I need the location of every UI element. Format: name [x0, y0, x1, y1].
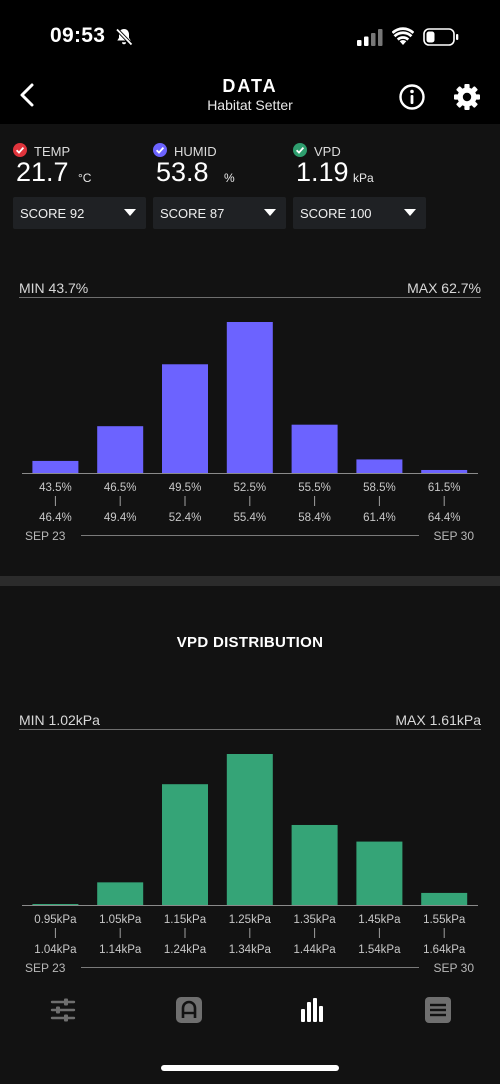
humid-bin-high-label-4: 58.4%	[298, 512, 331, 524]
temp-value: 21.7	[16, 157, 69, 187]
chevron-down-icon	[264, 209, 276, 216]
humid-bar-5	[356, 459, 403, 473]
sliders-icon[interactable]	[49, 996, 77, 1024]
status-time: 09:53	[50, 24, 106, 47]
vpd-chart-title: VPD DISTRIBUTION	[176, 634, 324, 651]
humid-bin-high-label-5: 61.4%	[363, 512, 396, 524]
vpd-bin-low-label-3: 1.25kPa	[229, 914, 272, 926]
humid-check-icon	[153, 143, 167, 157]
settings-gear-icon[interactable]	[453, 83, 481, 111]
vpd-bar-1	[97, 882, 144, 905]
home-indicator	[161, 1065, 339, 1071]
temp-score-text: SCORE 92	[20, 206, 85, 221]
vpd-score-dropdown[interactable]: SCORE 100	[293, 197, 426, 229]
humid-max-label: MAX 62.7%	[407, 280, 481, 296]
vpd-unit: kPa	[353, 171, 374, 185]
vpd-bin-low-label-1: 1.05kPa	[99, 914, 142, 926]
humid-score-text: SCORE 87	[160, 206, 225, 221]
temp-label: TEMP	[34, 144, 71, 159]
list-icon[interactable]	[424, 996, 452, 1024]
vpd-bin-high-label-2: 1.24kPa	[164, 944, 207, 956]
nav-header	[0, 62, 500, 124]
vpd-date-line	[81, 967, 419, 968]
cellular-signal-icon	[357, 29, 383, 46]
vpd-bin-high-label-6: 1.64kPa	[423, 944, 466, 956]
humid-bin-low-label-6: 61.5%	[428, 482, 461, 494]
humid-date-end: SEP 30	[433, 529, 474, 543]
vpd-date-start: SEP 23	[25, 961, 66, 975]
humid-range-line	[19, 297, 481, 298]
temp-unit: °C	[78, 171, 92, 185]
vpd-bar-0	[32, 904, 79, 905]
humid-bin-high-label-1: 49.4%	[104, 512, 137, 524]
bar-chart-icon[interactable]	[299, 996, 327, 1024]
back-chevron-icon[interactable]	[14, 80, 42, 110]
humid-label: HUMID	[174, 144, 217, 159]
humid-bin-high-label-6: 64.4%	[428, 512, 461, 524]
humid-chart-svg: 43.5% 46.4% 46.5% 49.4% 49.5% 52.4% 52.5% 55.4%…	[22, 322, 478, 524]
humidity-histogram: 43.5% 46.4% 46.5% 49.4% 49.5% 52.4% 52.5% 55.4%…	[0, 300, 500, 545]
vpd-bin-low-label-6: 1.55kPa	[423, 914, 466, 926]
habitat-icon[interactable]	[175, 996, 203, 1024]
chevron-down-icon	[404, 209, 416, 216]
vpd-bin-high-label-5: 1.54kPa	[358, 944, 401, 956]
page-title: DATA	[222, 76, 278, 96]
humid-bin-high-label-2: 52.4%	[169, 512, 202, 524]
humid-bin-low-label-4: 55.5%	[298, 482, 331, 494]
vpd-bar-4	[291, 824, 338, 905]
vpd-score-text: SCORE 100	[300, 206, 372, 221]
chevron-down-icon	[124, 209, 136, 216]
humid-bin-low-label-1: 46.5%	[104, 482, 137, 494]
vpd-bin-high-label-0: 1.04kPa	[34, 944, 77, 956]
humid-bin-low-label-3: 52.5%	[233, 482, 266, 494]
info-icon[interactable]	[398, 83, 426, 111]
humid-unit: %	[224, 171, 235, 185]
humid-bin-low-label-0: 43.5%	[39, 482, 72, 494]
vpd-max-label: MAX 1.61kPa	[395, 712, 481, 728]
humid-bar-2	[162, 364, 208, 473]
temp-check-icon	[13, 143, 27, 157]
humid-bin-low-label-5: 58.5%	[363, 482, 396, 494]
humid-bar-4	[291, 424, 338, 473]
humid-bar-1	[97, 426, 144, 473]
vpd-histogram: 0.95kPa 1.04kPa 1.05kPa 1.14kPa 1.15kPa 1.24k…	[0, 732, 500, 977]
wifi-icon	[392, 27, 414, 45]
battery-icon	[423, 28, 459, 46]
humid-bin-high-label-3: 55.4%	[233, 512, 266, 524]
vpd-bar-2	[162, 784, 208, 905]
vpd-label: VPD	[314, 144, 341, 159]
vpd-bar-5	[356, 841, 403, 905]
humid-value: 53.8	[156, 157, 209, 187]
bell-muted-icon	[115, 28, 133, 46]
humid-bin-high-label-0: 46.4%	[39, 512, 72, 524]
vpd-bar-6	[421, 892, 468, 905]
vpd-bin-low-label-0: 0.95kPa	[34, 914, 77, 926]
vpd-bin-high-label-4: 1.44kPa	[293, 944, 336, 956]
humid-bar-6	[421, 469, 468, 473]
temp-score-dropdown[interactable]: SCORE 92	[13, 197, 146, 229]
vpd-bin-high-label-3: 1.34kPa	[229, 944, 272, 956]
humid-bar-3	[226, 322, 273, 473]
humid-min-label: MIN 43.7%	[19, 280, 89, 296]
vpd-check-icon	[293, 143, 307, 157]
humid-date-start: SEP 23	[25, 529, 66, 543]
page-subtitle: Habitat Setter	[207, 97, 293, 113]
vpd-bin-low-label-2: 1.15kPa	[164, 914, 207, 926]
vpd-bin-low-label-5: 1.45kPa	[358, 914, 401, 926]
vpd-value: 1.19	[296, 157, 349, 187]
humid-bar-0	[32, 460, 79, 473]
humid-bin-low-label-2: 49.5%	[169, 482, 202, 494]
humid-date-line	[81, 535, 419, 536]
vpd-bin-low-label-4: 1.35kPa	[293, 914, 336, 926]
vpd-bar-3	[226, 754, 273, 905]
vpd-min-label: MIN 1.02kPa	[19, 712, 100, 728]
vpd-chart-svg: 0.95kPa 1.04kPa 1.05kPa 1.14kPa 1.15kPa 1.24k…	[22, 754, 478, 956]
section-divider	[0, 576, 500, 586]
vpd-bin-high-label-1: 1.14kPa	[99, 944, 142, 956]
humid-score-dropdown[interactable]: SCORE 87	[153, 197, 286, 229]
vpd-date-end: SEP 30	[433, 961, 474, 975]
vpd-range-line	[19, 729, 481, 730]
